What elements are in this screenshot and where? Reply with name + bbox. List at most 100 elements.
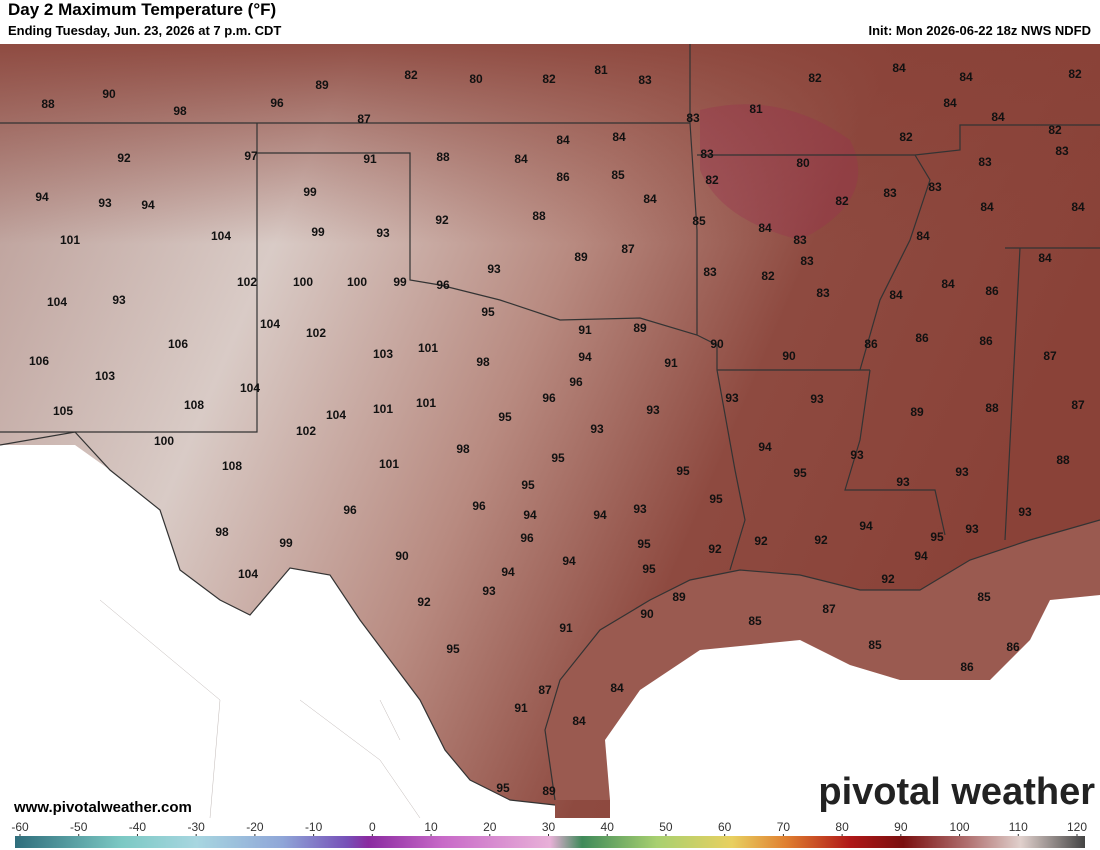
temp-label: 93 [896,475,910,489]
temp-label: 80 [796,156,810,170]
temp-label: 83 [638,73,652,87]
colorbar-tick-label: 40 [601,820,615,834]
temp-label: 104 [47,295,67,309]
temp-label: 84 [980,200,994,214]
temp-label: 92 [708,542,722,556]
temp-label: 92 [435,213,449,227]
temp-label: 95 [481,305,495,319]
temp-label: 94 [578,350,592,364]
temp-label: 92 [814,533,828,547]
temp-label: 95 [793,466,807,480]
temp-label: 86 [960,660,974,674]
temp-label: 87 [621,242,635,256]
temp-label: 90 [640,607,654,621]
temp-label: 80 [469,72,483,86]
temp-label: 104 [211,229,231,243]
temp-label: 89 [542,784,556,798]
temp-label: 93 [965,522,979,536]
colorbar-tick-label: -20 [246,820,264,834]
colorbar-tick-label: 50 [659,820,673,834]
temp-label: 86 [915,331,929,345]
colorbar-tick-label: 10 [424,820,438,834]
temp-label: 87 [1071,398,1085,412]
colorbar-tick-label: 100 [950,820,970,834]
temp-label: 98 [456,442,470,456]
temp-label: 84 [959,70,973,84]
temp-label: 86 [864,337,878,351]
temp-label: 94 [141,198,155,212]
colorbar-tick-label: -40 [129,820,147,834]
cool-spot [700,104,859,241]
colorbar-tick-label: 30 [542,820,556,834]
temp-label: 83 [800,254,814,268]
temp-label: 98 [476,355,490,369]
temp-label: 83 [703,265,717,279]
temp-label: 100 [347,275,367,289]
temp-label: 84 [612,130,626,144]
temp-label: 91 [664,356,678,370]
temp-label: 89 [633,321,647,335]
temp-label: 87 [1043,349,1057,363]
temp-label: 106 [29,354,49,368]
temp-label: 103 [95,369,115,383]
temp-label: 87 [822,602,836,616]
colorbar-tick-label: 110 [1009,820,1028,834]
temp-label: 88 [41,97,55,111]
temp-label: 85 [977,590,991,604]
temp-label: 101 [416,396,436,410]
temp-label: 90 [782,349,796,363]
temp-label: 82 [899,130,913,144]
colorbar-tick-label: 20 [483,820,497,834]
colorbar [15,836,1085,848]
temp-label: 86 [1006,640,1020,654]
temp-label: 93 [376,226,390,240]
temp-label: 93 [646,403,660,417]
temp-label: 98 [215,525,229,539]
colorbar-tick-label: 60 [718,820,732,834]
temp-label: 84 [892,61,906,75]
temp-label: 94 [758,440,772,454]
logo: pivotal weather [818,771,1095,813]
temp-label: 96 [542,391,556,405]
temp-label: 93 [810,392,824,406]
temp-label: 84 [943,96,957,110]
temp-label: 108 [222,459,242,473]
temp-label: 85 [692,214,706,228]
colorbar-tick-label: -60 [11,820,29,834]
temp-label: 97 [244,149,258,163]
temp-label: 84 [758,221,772,235]
temp-label: 81 [594,63,608,77]
temp-label: 94 [562,554,576,568]
temp-label: 106 [168,337,188,351]
temp-label: 87 [538,683,552,697]
website: www.pivotalweather.com [13,799,192,816]
mexico-borders [99,599,421,819]
temp-label: 90 [102,87,116,101]
temp-label: 91 [514,701,528,715]
temp-label: 102 [296,424,316,438]
temp-label: 98 [173,104,187,118]
colorbar-tick-label: 120 [1067,820,1087,834]
temp-label: 93 [98,196,112,210]
ocean [605,595,1100,818]
temp-label: 83 [793,233,807,247]
temp-label: 87 [357,112,371,126]
temp-label: 95 [637,537,651,551]
temp-label: 93 [590,422,604,436]
colorbar-tick-label: 70 [777,820,791,834]
temp-label: 93 [725,391,739,405]
temp-label: 101 [379,457,399,471]
temp-label: 92 [117,151,131,165]
temp-label: 93 [955,465,969,479]
border-mexico [0,431,556,806]
temp-label: 94 [914,549,928,563]
temp-label: 82 [808,71,822,85]
temp-label: 95 [498,410,512,424]
temp-label: 84 [941,277,955,291]
temp-label: 89 [672,590,686,604]
temp-label: 84 [572,714,586,728]
temp-label: 96 [520,531,534,545]
temp-label: 95 [496,781,510,795]
temp-label: 104 [260,317,280,331]
